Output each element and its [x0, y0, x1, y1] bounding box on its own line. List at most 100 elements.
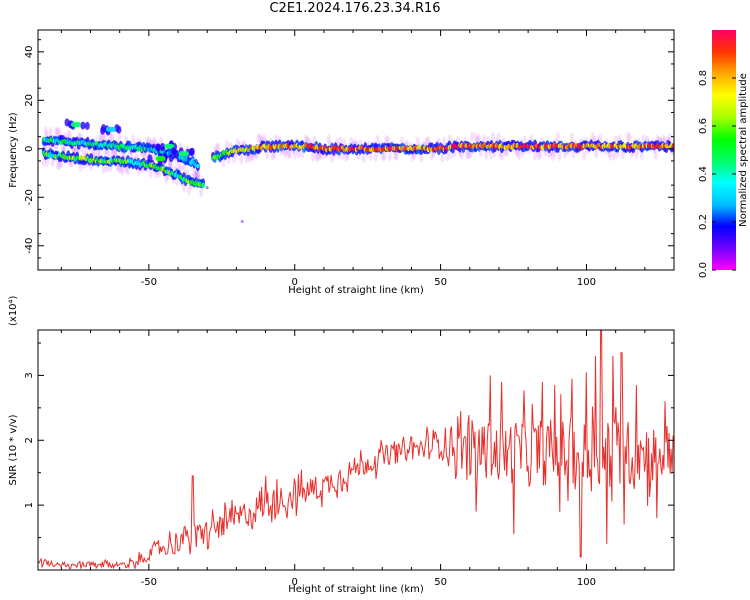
spectrogram-cell: [470, 131, 475, 142]
spectrogram-cell: [201, 182, 205, 188]
spectrogram-cell: [452, 147, 457, 158]
spectrogram-ytick-label: -40: [24, 238, 35, 254]
spectrogram-cell: [613, 135, 618, 146]
spectrogram-cell: [594, 148, 599, 159]
page-title: C2E1.2024.176.23.34.R16: [269, 1, 441, 16]
spectrogram-cell: [160, 143, 166, 151]
spectrogram-cell: [240, 220, 244, 223]
spectrogram-cell: [120, 165, 125, 176]
spectrogram-cell: [155, 156, 166, 161]
spectrogram-cell: [178, 163, 183, 174]
snr-ytick-label: 3: [24, 372, 35, 378]
spectrogram-cell: [536, 150, 541, 161]
spectrogram-cell: [118, 164, 123, 175]
spectrogram-ytick-label: -20: [24, 189, 35, 205]
snr-ylabel: SNR (10 * v/v): [8, 414, 19, 485]
spectrogram-cell: [195, 171, 200, 182]
colorbar-label: Normalized spectral amplitude: [738, 73, 749, 227]
spectrogram-cell: [54, 141, 59, 152]
spectrogram-cell: [164, 173, 169, 184]
spectrogram-cell: [582, 150, 587, 160]
spectrogram-cell: [106, 150, 111, 161]
spectrogram-xtick-label: -50: [141, 277, 157, 288]
colorbar: [712, 30, 736, 270]
spectrogram-cell: [496, 132, 501, 143]
spectrogram-cell: [235, 138, 240, 149]
spectrogram-cell: [326, 134, 331, 145]
spectrogram-cell: [43, 125, 48, 136]
spectrogram-cell: [491, 131, 496, 142]
spectrogram-cell: [270, 150, 275, 161]
spectrogram-cell: [84, 121, 90, 130]
spectrogram-cell: [384, 134, 389, 145]
spectrogram-cell: [48, 127, 53, 137]
spectrogram-cell: [90, 149, 95, 160]
spectrogram-cell: [597, 133, 602, 144]
spectrogram-ylabel: Frequency (Hz): [8, 112, 19, 188]
spectrogram-cell: [429, 150, 434, 161]
spectrogram-cell: [247, 153, 252, 164]
spectrogram-cell: [205, 186, 209, 190]
spectrogram-cell: [70, 122, 81, 127]
spectrogram-cell: [394, 150, 399, 161]
colorbar-tick-label: 0.4: [698, 166, 709, 182]
spectrogram-cell: [221, 157, 226, 168]
spectrogram-cell: [55, 126, 60, 137]
spectrogram-cell: [375, 134, 380, 145]
spectrogram-cell: [256, 133, 261, 144]
spectrogram-cell: [393, 150, 398, 161]
spectrogram-heatmap: [41, 118, 674, 223]
spectrogram-cell: [464, 149, 469, 160]
spectrogram-cell: [178, 151, 189, 157]
spectrogram-cell: [187, 185, 192, 196]
spectrogram-xtick-label: 0: [292, 277, 298, 288]
spectrogram-cell: [484, 149, 489, 160]
colorbar-tick-label: 0.0: [698, 262, 709, 278]
spectrogram-cell: [164, 143, 175, 149]
spectrogram-cell: [440, 152, 445, 163]
spectrogram-xtick-label: 100: [577, 277, 596, 288]
snr-exponent-label: (x10⁴): [8, 295, 19, 326]
spectrogram-cell: [152, 136, 157, 147]
spectrogram-cell: [239, 154, 244, 165]
colorbar-axis: 0.0 0.2 0.4 0.6 0.8: [698, 70, 736, 278]
spectrogram-cell: [80, 121, 86, 130]
spectrogram-cell: [188, 148, 194, 156]
spectrogram-cell: [232, 154, 237, 164]
spectrogram-cell: [667, 133, 672, 143]
spectrogram-cell: [54, 127, 59, 137]
spectrogram-cell: [533, 150, 538, 161]
spectrogram-cell: [168, 154, 174, 162]
spectrogram-cell: [199, 187, 204, 198]
spectrogram-cell: [303, 134, 308, 145]
spectrogram-ytick-label: 40: [24, 45, 35, 58]
spectrogram-cell: [265, 149, 270, 160]
spectrogram-cell: [57, 159, 62, 170]
spectrogram-cell: [293, 149, 298, 160]
spectrogram-cell: [97, 134, 102, 145]
spectrogram-cell: [261, 133, 266, 144]
spectrogram-cell: [152, 151, 157, 162]
spectrogram-cell: [101, 132, 106, 143]
spectrogram-cell: [305, 135, 310, 146]
spectrogram-cell: [335, 137, 340, 148]
snr-xtick-label: 100: [577, 577, 596, 588]
snr-xtick-label: 0: [292, 577, 298, 588]
spectrogram-cell: [625, 131, 630, 142]
spectrogram-cell: [634, 148, 639, 159]
spectrogram-cell: [129, 149, 134, 160]
spectrogram-cell: [105, 126, 116, 132]
spectrogram-cell: [216, 142, 221, 153]
spectrogram-ytick-label: 20: [24, 94, 35, 107]
spectrogram-cell: [382, 151, 387, 161]
spectrogram-cell: [244, 153, 249, 164]
spectrogram-cell: [62, 141, 67, 152]
spectrogram-cell: [66, 129, 71, 140]
colorbar-tick-label: 0.8: [698, 70, 709, 86]
spectrogram-cell: [419, 152, 424, 163]
spectrogram-cell: [415, 136, 420, 147]
snr-series-line: [38, 330, 674, 570]
spectrogram-cell: [131, 134, 136, 145]
spectrogram-cell: [482, 134, 487, 145]
